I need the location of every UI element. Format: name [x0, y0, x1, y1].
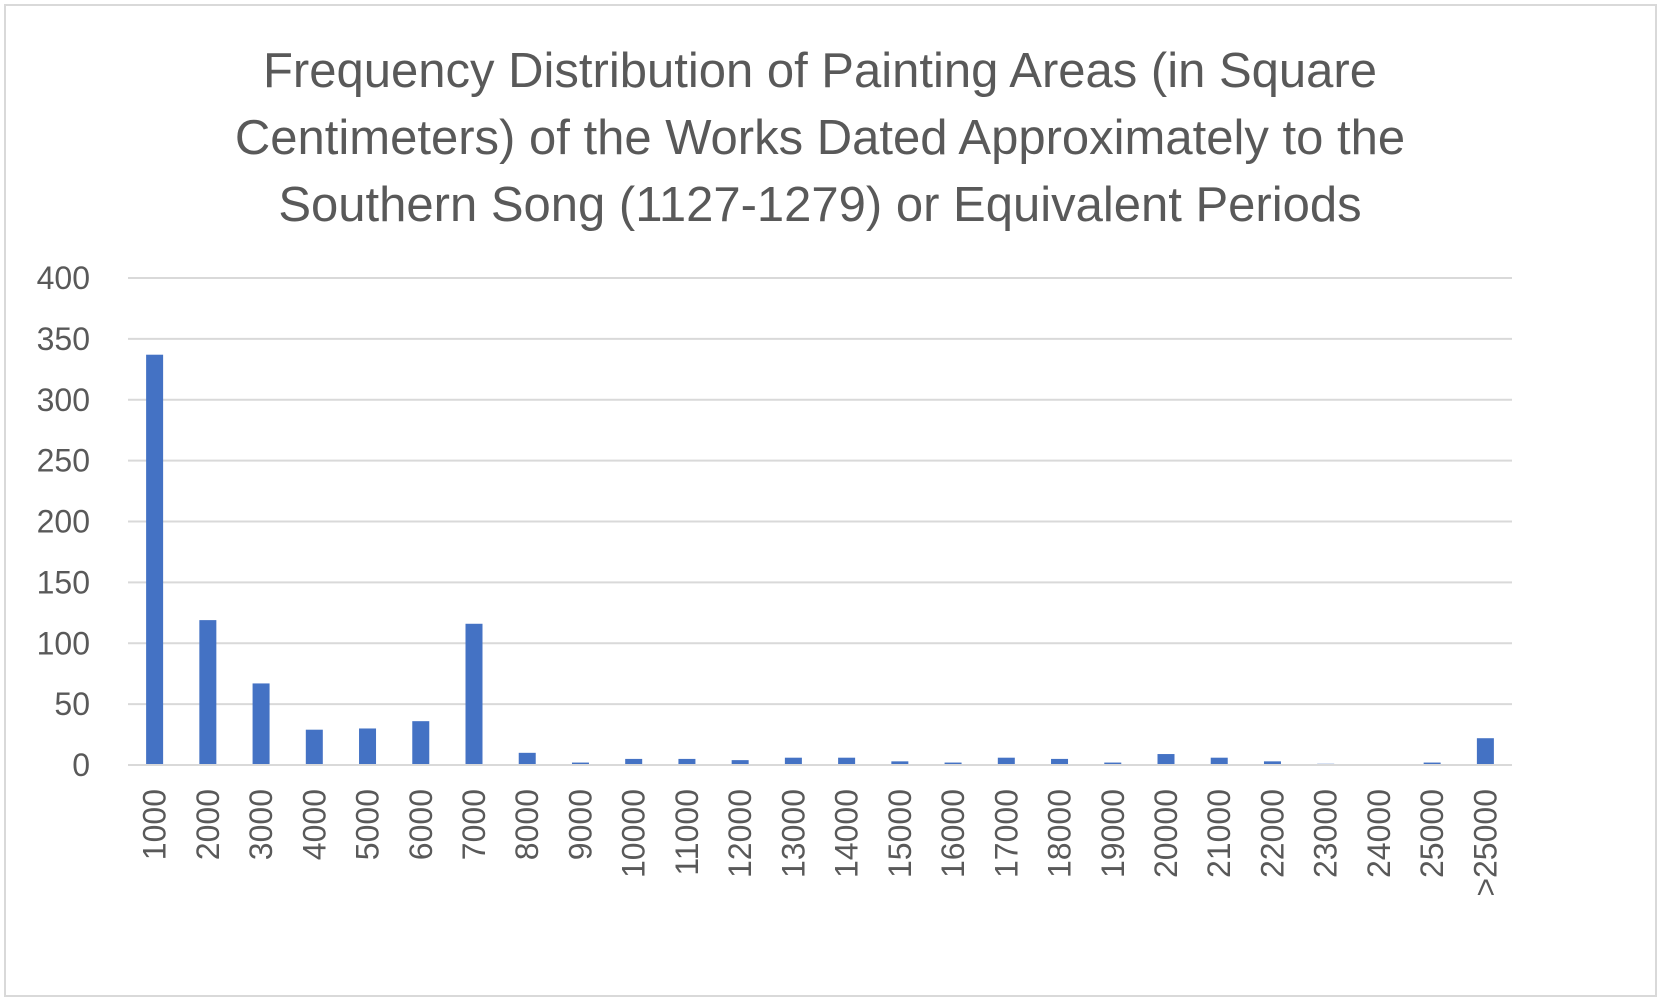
x-tick-label: 18000 [1042, 789, 1078, 878]
x-tick-label: 3000 [243, 789, 279, 860]
bar-15000 [891, 761, 909, 765]
bar-25000 [1423, 762, 1441, 765]
x-tick-label: 22000 [1254, 789, 1290, 878]
y-tick-label: 0 [72, 747, 90, 783]
y-tick-label: 300 [37, 382, 90, 418]
bar-1000 [146, 354, 164, 765]
bar-22000 [1263, 761, 1281, 765]
bar-5000 [359, 728, 377, 765]
bar-16000 [944, 762, 962, 765]
x-tick-label: 13000 [775, 789, 811, 878]
x-tick-label: 9000 [562, 789, 598, 860]
x-tick-label: 20000 [1148, 789, 1184, 878]
y-tick-label: 350 [37, 321, 90, 357]
x-tick-label: 17000 [988, 789, 1024, 878]
x-tick-label: 12000 [722, 789, 758, 878]
bar-18000 [1051, 758, 1069, 765]
bar-20000 [1157, 754, 1175, 765]
bar-9000 [571, 762, 589, 765]
y-tick-labels: 0 50 100 150 200 250 300 350 400 [37, 260, 90, 783]
x-tick-label: 21000 [1201, 789, 1237, 878]
gridlines [128, 277, 1512, 706]
bar-21000 [1210, 757, 1228, 765]
bar-8000 [518, 752, 536, 765]
x-tick-label: 23000 [1308, 789, 1344, 878]
y-tick-label: 50 [54, 686, 90, 722]
y-tick-label: 250 [37, 443, 90, 479]
y-tick-label: 400 [37, 260, 90, 296]
x-tick-label: 14000 [829, 789, 865, 878]
x-tick-label: 19000 [1095, 789, 1131, 878]
x-tick-label: >25000 [1467, 789, 1503, 897]
bar-4000 [305, 729, 323, 765]
chart-frame [4, 4, 1657, 997]
y-tick-label: 100 [37, 625, 90, 661]
x-tick-label: 16000 [935, 789, 971, 878]
bar-13000 [784, 757, 802, 765]
x-tick-label: 25000 [1414, 789, 1450, 878]
x-tick-label: 8000 [509, 789, 545, 860]
bar-2000 [199, 620, 217, 765]
x-tick-label: 24000 [1361, 789, 1397, 878]
bar-10000 [625, 758, 643, 765]
bar-14000 [838, 757, 856, 765]
bars [146, 354, 1494, 765]
x-tick-label: 10000 [616, 789, 652, 878]
bar-11000 [678, 758, 696, 765]
bar->25000 [1476, 738, 1494, 765]
y-tick-label: 200 [37, 504, 90, 540]
chart-title-line-1: Frequency Distribution of Painting Areas… [263, 44, 1377, 98]
x-tick-labels: 1000 2000 3000 4000 5000 6000 7000 8000 9000 1000… [137, 789, 1504, 897]
bar-12000 [731, 760, 749, 765]
x-tick-label: 6000 [403, 789, 439, 860]
x-tick-label: 4000 [296, 789, 332, 860]
chart-title-line-2: Centimeters) of the Works Dated Approxim… [234, 111, 1406, 165]
bar-3000 [252, 683, 270, 765]
y-tick-label: 150 [37, 564, 90, 600]
bar-19000 [1104, 762, 1122, 765]
bar-17000 [997, 757, 1015, 765]
x-tick-label: 5000 [350, 789, 386, 860]
x-tick-label: 15000 [882, 789, 918, 878]
bar-6000 [412, 721, 430, 765]
x-tick-label: 1000 [137, 789, 173, 860]
chart-title-line-3: Southern Song (1127-1279) or Equivalent … [278, 178, 1362, 232]
x-tick-label: 7000 [456, 789, 492, 860]
chart-title: Frequency Distribution of Painting Areas… [200, 38, 1440, 239]
x-tick-label: 2000 [190, 789, 226, 860]
bar-7000 [465, 623, 483, 765]
x-tick-label: 11000 [669, 789, 705, 876]
